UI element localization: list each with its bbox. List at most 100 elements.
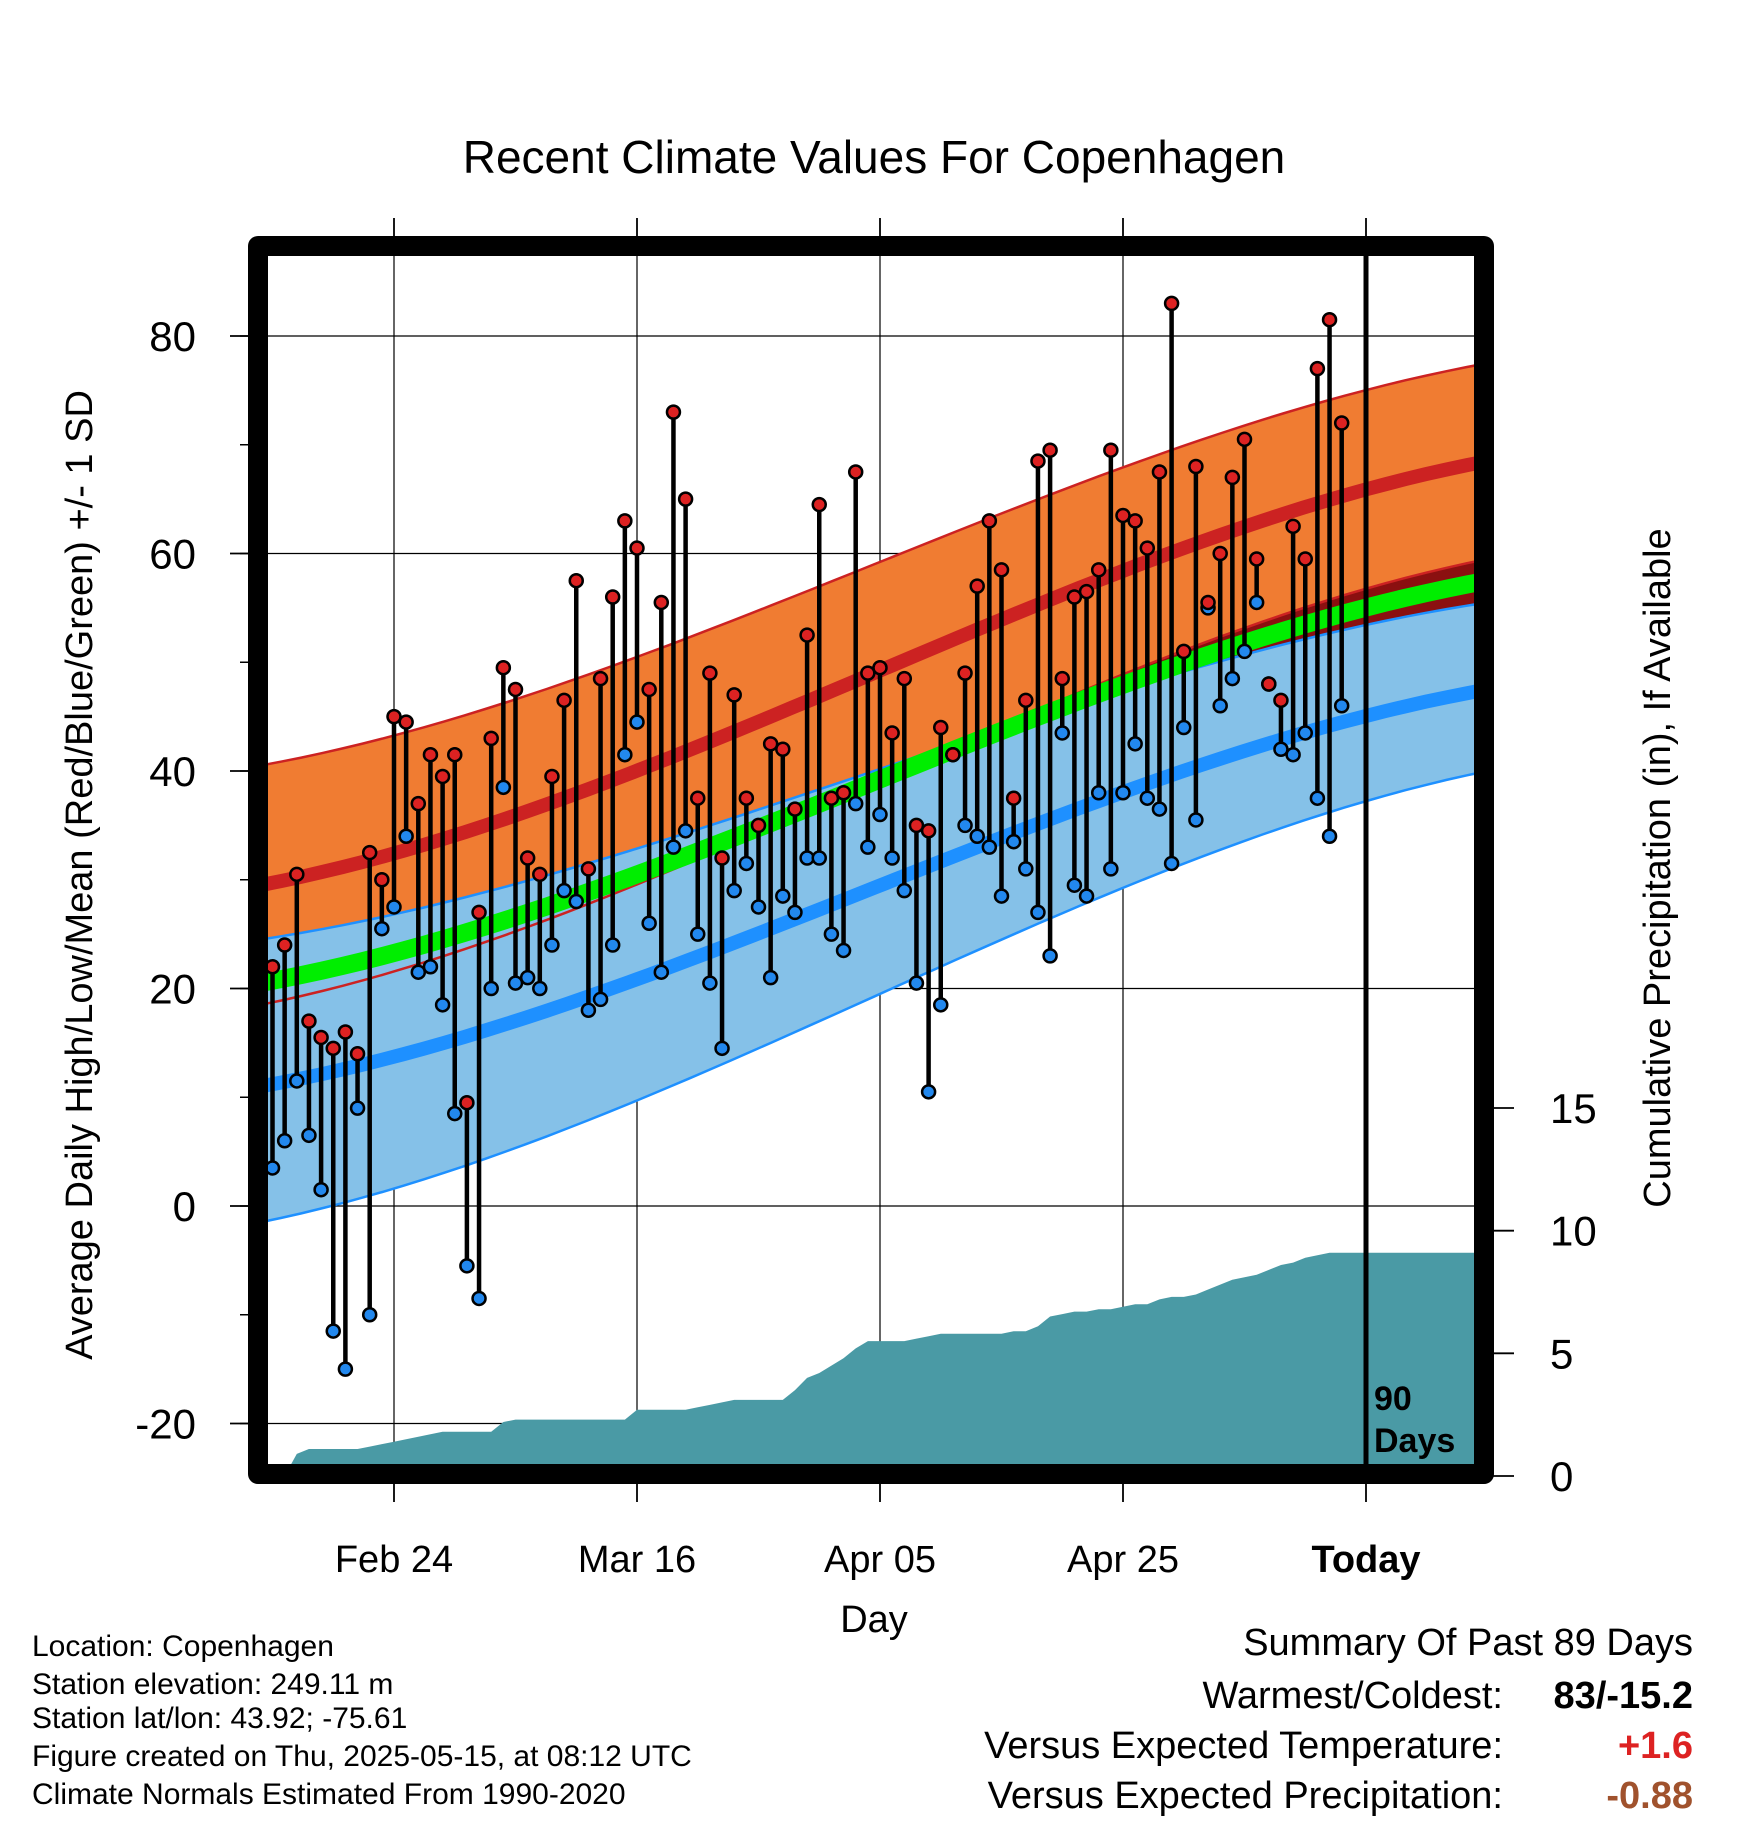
- daily-high-point: [908, 817, 925, 834]
- daily-low-point: [544, 937, 560, 953]
- daily-low-point: [507, 975, 524, 991]
- daily-high-point: [1103, 442, 1119, 458]
- daily-high-point: [289, 866, 305, 883]
- daily-high-point: [1163, 295, 1180, 312]
- daily-high-point: [495, 659, 512, 676]
- daily-high-point: [301, 1013, 317, 1029]
- daily-low-point: [1321, 828, 1338, 844]
- daily-low-point: [1127, 736, 1143, 752]
- daily-low-point: [835, 942, 852, 959]
- daily-low-point: [884, 850, 900, 866]
- daily-low-point: [289, 1073, 305, 1089]
- location-text: Location: Copenhagen: [32, 1630, 334, 1663]
- daily-low-point: [617, 746, 633, 763]
- y2-tick-label: 10: [1550, 1208, 1597, 1255]
- daily-high-point: [1042, 442, 1058, 458]
- daily-high-point: [483, 730, 499, 747]
- daily-low-point: [981, 839, 998, 855]
- daily-low-point: [301, 1127, 317, 1144]
- summary-heading: Summary Of Past 89 Days: [1243, 1622, 1693, 1664]
- daily-high-point: [349, 1046, 366, 1062]
- daily-low-point: [422, 959, 439, 975]
- daily-high-point: [459, 1094, 475, 1111]
- plot-inner: 90 Days: [268, 256, 1474, 1464]
- daily-low-point: [1236, 643, 1253, 660]
- daily-low-point: [1273, 741, 1289, 757]
- daily-high-point: [313, 1029, 329, 1046]
- daily-high-point: [386, 708, 402, 725]
- x-tick-label: Mar 16: [578, 1539, 696, 1581]
- daily-high-point: [1224, 469, 1241, 486]
- daily-low-point: [556, 882, 572, 899]
- daily-low-point: [762, 969, 779, 986]
- latlon-text: Station lat/lon: 43.92; -75.61: [32, 1702, 408, 1735]
- daily-high-point: [775, 741, 791, 757]
- plot-frame: [248, 236, 1494, 1484]
- daily-low-point: [519, 969, 536, 986]
- y-tick-label: 0: [173, 1183, 196, 1230]
- daily-high-point: [823, 790, 840, 806]
- daily-high-point: [1236, 431, 1253, 448]
- daily-low-point: [1005, 833, 1022, 850]
- daily-high-point: [872, 659, 888, 676]
- daily-low-point: [1163, 855, 1180, 872]
- daily-low-point: [410, 964, 427, 980]
- normal-mean-line: [268, 574, 1474, 991]
- daily-high-point: [268, 959, 281, 975]
- daily-high-point: [1176, 643, 1192, 660]
- daily-high-point: [1200, 594, 1216, 611]
- daily-low-point: [268, 1160, 281, 1176]
- daily-high-point: [604, 589, 621, 605]
- daily-high-point: [337, 1024, 354, 1040]
- daily-high-point: [1090, 562, 1107, 578]
- daily-high-point: [884, 725, 900, 741]
- x-tick-label: Apr 05: [824, 1539, 936, 1581]
- daily-low-point: [495, 779, 512, 796]
- daily-low-point: [313, 1181, 329, 1198]
- daily-low-point: [1176, 719, 1192, 736]
- daily-high-point: [592, 670, 609, 687]
- daily-low-point: [434, 997, 451, 1013]
- normals-text: Climate Normals Estimated From 1990-2020: [32, 1778, 626, 1811]
- daily-high-point: [1285, 518, 1301, 535]
- chart-title: Recent Climate Values For Copenhagen: [463, 131, 1286, 183]
- daily-low-point: [933, 997, 949, 1013]
- daily-low-point: [738, 855, 755, 872]
- daily-low-point: [823, 926, 840, 942]
- temp-value: +1.6: [1617, 1725, 1693, 1767]
- warmest-value: 83/-15.2: [1553, 1675, 1693, 1717]
- daily-low-point: [1042, 948, 1058, 964]
- daily-high-point: [969, 578, 985, 594]
- daily-high-point: [787, 801, 803, 817]
- daily-high-point: [1188, 458, 1204, 475]
- daily-high-point: [361, 844, 378, 861]
- daily-low-point: [337, 1361, 354, 1377]
- daily-high-point: [1115, 507, 1131, 524]
- daily-low-point: [896, 882, 913, 899]
- daily-high-point: [726, 687, 742, 703]
- daily-low-point: [386, 899, 402, 915]
- daily-high-point: [580, 861, 597, 877]
- y-tick-label: 20: [149, 966, 196, 1013]
- today-days-label: Days: [1374, 1422, 1455, 1460]
- daily-low-point: [750, 899, 767, 915]
- daily-high-point: [568, 572, 584, 589]
- daily-low-point: [1115, 785, 1131, 801]
- temp-label: Versus Expected Temperature:: [984, 1725, 1503, 1767]
- daily-low-point: [1309, 790, 1326, 806]
- daily-low-point: [532, 980, 548, 997]
- daily-low-point: [629, 714, 645, 730]
- daily-low-point: [726, 882, 742, 899]
- daily-high-point: [738, 790, 755, 806]
- daily-low-point: [1224, 670, 1241, 687]
- daily-low-point: [580, 1002, 597, 1018]
- daily-high-point: [653, 594, 670, 611]
- x-axis-label: Day: [840, 1599, 908, 1641]
- daily-high-point: [641, 681, 657, 698]
- daily-low-point: [325, 1323, 341, 1339]
- daily-high-point: [1054, 670, 1070, 687]
- daily-high-point: [1309, 360, 1326, 377]
- created-text: Figure created on Thu, 2025-05-15, at 08…: [32, 1740, 692, 1773]
- daily-high-point: [811, 496, 827, 513]
- daily-high-point: [1333, 415, 1350, 431]
